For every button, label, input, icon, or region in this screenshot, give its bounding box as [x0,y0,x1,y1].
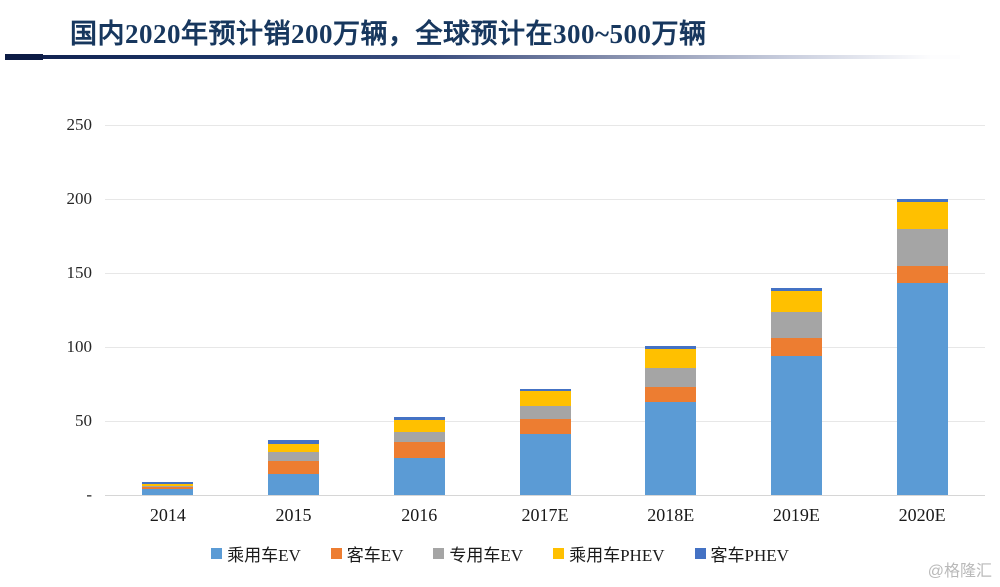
bar-segment-客车EV [770,338,822,356]
watermark: @格隆汇 [927,563,992,580]
legend-swatch-bus-phev [694,548,706,559]
bar-segment-客车EV [896,265,948,284]
legend-label-passenger-phev: 乘用车PHEV [569,546,665,565]
bar-segment-乘用车EV [142,489,194,495]
x-axis-tick-label: 2020E [898,505,946,525]
legend-label-passenger-ev: 乘用车EV [227,546,301,565]
bar-segment-客车EV [645,386,697,402]
y-axis-tick-label: 150 [66,263,93,282]
bar-segment-专用车EV [393,432,445,443]
y-axis-tick-label: 50 [75,411,92,430]
bar-2015 [268,440,320,495]
bar-segment-乘用车EV [645,401,697,495]
legend-item-bus-phev: 客车PHEV [694,541,789,566]
bar-segment-客车PHEV [645,346,697,350]
gridline [105,125,985,126]
legend-swatch-special-ev [433,548,445,559]
bar-segment-专用车EV [770,311,822,339]
gridline [105,495,985,496]
x-axis-tick-label: 2014 [149,505,186,525]
bar-segment-乘用车PHEV [519,391,571,407]
bar-segment-客车EV [142,486,194,490]
bar-segment-客车PHEV [142,482,194,484]
bar-segment-客车PHEV [519,389,571,392]
bar-segment-客车EV [393,442,445,458]
legend-label-bus-phev: 客车PHEV [710,546,789,565]
legend-swatch-passenger-ev [211,548,223,559]
bar-segment-专用车EV [142,486,194,487]
bar-segment-乘用车EV [770,355,822,495]
bar-segment-乘用车EV [393,458,445,495]
y-axis-tick-label: 200 [66,189,93,208]
bar-segment-乘用车PHEV [268,443,320,453]
bar-segment-专用车EV [519,406,571,419]
bar-segment-客车EV [268,460,320,475]
x-axis-tick-label: 2016 [401,505,438,525]
legend-item-bus-ev: 客车EV [330,541,404,566]
x-axis-tick-label: 2015 [275,505,312,525]
y-axis-tick-label: 250 [66,115,93,134]
title-underline [5,54,960,60]
x-axis-tick-label: 2017E [521,505,569,525]
bar-segment-乘用车PHEV [142,483,194,487]
legend-swatch-passenger-phev [553,548,565,559]
x-axis-tick-label: 2018E [647,505,695,525]
bar-segment-乘用车EV [896,283,948,495]
bar-2017E [519,389,571,495]
bar-2014 [142,482,194,495]
y-axis-tick-label: - [86,485,92,504]
plot-area: 250 200 150 100 50 - 2014 2015 2016 2017E 2018E 201… [67,115,985,525]
bar-2018E [645,346,697,495]
bar-segment-乘用车PHEV [896,202,948,229]
legend-item-passenger-phev: 乘用车PHEV [553,541,665,566]
x-axis-tick-label: 2019E [772,505,820,525]
bar-segment-专用车EV [268,452,320,461]
bar-segment-乘用车EV [519,434,571,495]
gridline [105,347,985,348]
bar-2016 [393,417,445,495]
bar-segment-专用车EV [896,228,948,266]
gridline [105,199,985,200]
bar-2019E [770,287,822,495]
legend-label-special-ev: 专用车EV [449,546,524,565]
legend-label-bus-ev: 客车EV [346,546,404,565]
legend: 乘用车EV 客车EV 专用车EV 乘用车PHEV 客车PHEV [0,541,1000,566]
bar-segment-客车PHEV [896,199,948,202]
chart-title: 国内2020年预计销200万辆，全球预计在300~500万辆 [70,19,707,49]
legend-item-special-ev: 专用车EV [433,541,523,566]
bar-segment-乘用车PHEV [393,420,445,433]
gridline [105,273,985,274]
legend-item-passenger-ev: 乘用车EV [211,541,301,566]
legend-swatch-bus-ev [330,548,342,559]
y-axis-tick-label: 100 [66,337,93,356]
bar-2020E [896,199,948,495]
bar-segment-乘用车EV [268,474,320,495]
bar-segment-乘用车PHEV [770,290,822,312]
bar-segment-乘用车PHEV [645,349,697,368]
bar-segment-客车EV [519,418,571,435]
bar-segment-客车PHEV [268,440,320,444]
bar-segment-客车PHEV [770,287,822,291]
bar-segment-专用车EV [645,367,697,387]
bar-segment-客车PHEV [393,417,445,421]
